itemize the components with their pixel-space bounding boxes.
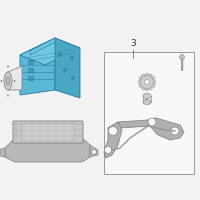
Text: 3: 3 xyxy=(130,39,136,48)
Circle shape xyxy=(1,80,2,82)
Polygon shape xyxy=(148,118,184,140)
Circle shape xyxy=(7,95,9,96)
Circle shape xyxy=(108,127,118,136)
Bar xyxy=(28,76,34,81)
Circle shape xyxy=(142,74,145,77)
Polygon shape xyxy=(104,122,122,158)
Circle shape xyxy=(138,80,141,84)
Ellipse shape xyxy=(6,76,10,86)
Circle shape xyxy=(148,118,156,126)
Circle shape xyxy=(152,77,155,80)
Polygon shape xyxy=(8,66,22,90)
Ellipse shape xyxy=(4,72,12,90)
Circle shape xyxy=(140,75,154,89)
Bar xyxy=(28,68,34,73)
Circle shape xyxy=(180,54,184,60)
Polygon shape xyxy=(0,148,5,157)
Polygon shape xyxy=(30,38,55,55)
Circle shape xyxy=(71,76,75,80)
FancyBboxPatch shape xyxy=(22,123,74,140)
Ellipse shape xyxy=(143,99,151,104)
Circle shape xyxy=(139,77,142,80)
Polygon shape xyxy=(55,38,80,98)
Polygon shape xyxy=(90,145,98,157)
Circle shape xyxy=(146,88,148,91)
Circle shape xyxy=(142,87,145,90)
Circle shape xyxy=(70,56,74,60)
Circle shape xyxy=(104,146,112,154)
Circle shape xyxy=(149,74,152,77)
Ellipse shape xyxy=(143,94,151,98)
Circle shape xyxy=(153,80,156,84)
Circle shape xyxy=(171,127,179,135)
Circle shape xyxy=(14,80,15,82)
Circle shape xyxy=(139,84,142,87)
Polygon shape xyxy=(20,38,80,65)
Circle shape xyxy=(7,66,9,67)
Circle shape xyxy=(149,87,152,90)
Circle shape xyxy=(152,84,155,87)
Polygon shape xyxy=(5,138,90,162)
Circle shape xyxy=(144,79,150,84)
Polygon shape xyxy=(20,38,55,95)
Bar xyxy=(104,52,194,174)
Bar xyxy=(28,60,34,65)
FancyBboxPatch shape xyxy=(13,121,83,143)
Circle shape xyxy=(58,53,62,57)
Circle shape xyxy=(92,150,96,154)
Polygon shape xyxy=(108,118,158,134)
Circle shape xyxy=(146,73,148,76)
Circle shape xyxy=(63,68,67,72)
